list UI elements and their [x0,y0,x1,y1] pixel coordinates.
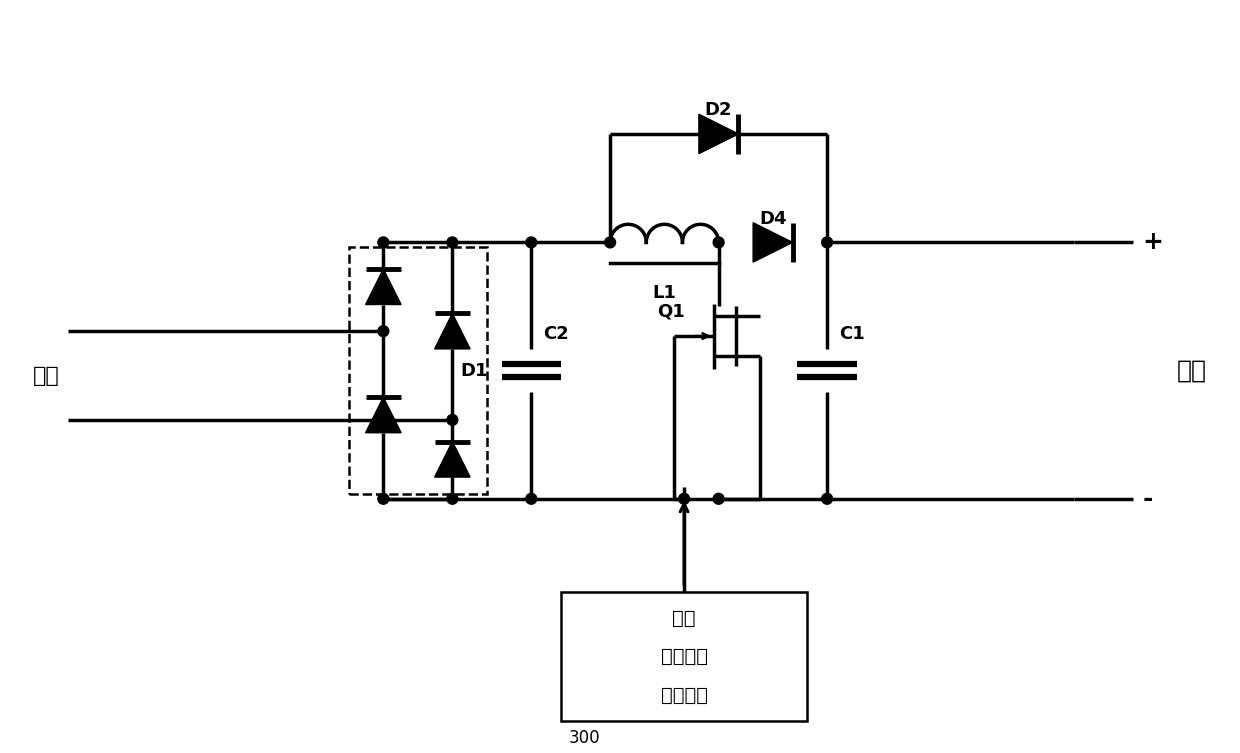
Polygon shape [366,269,401,304]
Polygon shape [753,223,792,262]
Circle shape [822,237,832,248]
Circle shape [378,237,389,248]
Circle shape [713,237,724,248]
Text: D1: D1 [460,361,487,380]
Circle shape [526,237,537,248]
Text: D2: D2 [704,101,733,119]
Text: 输入: 输入 [33,365,60,386]
Text: +: + [1142,230,1163,255]
Circle shape [605,237,615,248]
Text: Q1: Q1 [657,303,686,321]
Circle shape [526,493,537,505]
Text: C2: C2 [543,325,569,343]
Text: D4: D4 [759,209,786,227]
Text: 驱动: 驱动 [672,608,696,627]
Circle shape [378,493,389,505]
Text: C1: C1 [839,325,864,343]
Polygon shape [434,313,470,349]
Circle shape [713,493,724,505]
Polygon shape [366,398,401,433]
Polygon shape [699,114,738,154]
Text: 300: 300 [569,729,600,746]
Text: L1: L1 [652,284,676,302]
Circle shape [378,326,389,337]
Text: 反馈控制: 反馈控制 [661,647,708,666]
Circle shape [678,493,689,505]
Text: 驱动单元: 驱动单元 [661,685,708,705]
Circle shape [822,493,832,505]
Polygon shape [434,441,470,477]
Text: -: - [1142,486,1153,511]
Circle shape [446,493,458,505]
Circle shape [446,414,458,425]
Text: 输出: 输出 [1177,358,1207,383]
Circle shape [446,237,458,248]
